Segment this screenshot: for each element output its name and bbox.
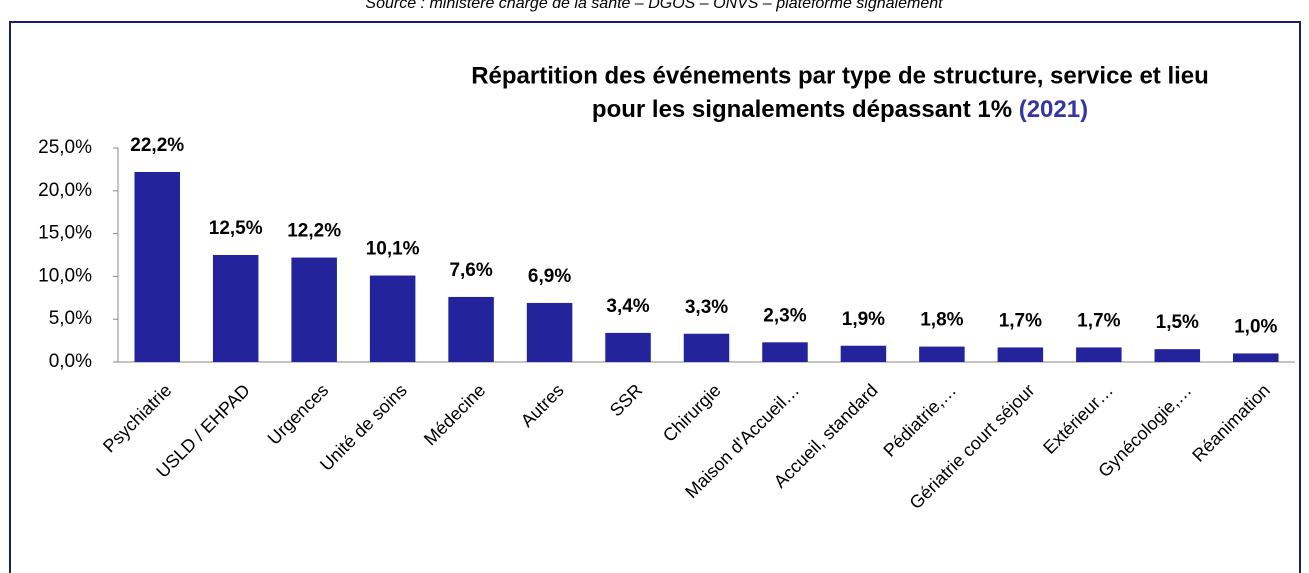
- x-tick-label: Extérieur…: [1039, 380, 1117, 458]
- x-tick-label: Pédiatrie,…: [879, 380, 960, 461]
- bar: [134, 171, 180, 362]
- value-label: 7,6%: [449, 260, 492, 281]
- y-tick-label: 0,0%: [49, 351, 92, 372]
- bar: [212, 255, 259, 362]
- x-tick-label: Réanimation: [1188, 380, 1274, 466]
- chart-title: Répartition des événements par type de s…: [471, 62, 1209, 89]
- frame: [9, 21, 1301, 573]
- bar: [1076, 347, 1122, 362]
- y-tick-label: 20,0%: [38, 180, 92, 201]
- value-label: 10,1%: [366, 239, 420, 260]
- value-label: 1,5%: [1156, 312, 1199, 333]
- value-label: 12,5%: [209, 218, 263, 239]
- value-label: 2,3%: [763, 305, 806, 326]
- bar: [762, 342, 808, 362]
- chart-title: pour les signalements dépassant 1% (2021…: [592, 96, 1088, 123]
- x-tick-label: SSR: [606, 380, 646, 420]
- y-tick-label: 25,0%: [38, 137, 92, 158]
- y-tick-label: 10,0%: [38, 265, 92, 286]
- value-label: 1,7%: [1077, 310, 1120, 331]
- y-tick-label: 15,0%: [38, 223, 92, 244]
- x-tick-label: Chirurgie: [659, 380, 725, 446]
- title-text: pour les signalements dépassant 1%: [592, 96, 1012, 123]
- x-tick-label: Urgences: [264, 380, 333, 449]
- x-tick-label: Psychiatrie: [99, 380, 175, 456]
- value-label: 22,2%: [130, 135, 184, 156]
- bar: [1233, 353, 1279, 362]
- bar: [526, 302, 573, 362]
- value-label: 1,7%: [999, 310, 1042, 331]
- y-tick-label: 5,0%: [49, 308, 92, 329]
- value-label: 3,3%: [685, 297, 728, 318]
- value-label: 6,9%: [528, 266, 571, 287]
- value-label: 12,2%: [287, 221, 341, 242]
- x-tick-label: Médecine: [420, 380, 489, 449]
- bar: [683, 333, 730, 362]
- value-label: 1,0%: [1234, 316, 1277, 337]
- bar: [919, 346, 965, 362]
- bar: [1154, 349, 1201, 362]
- value-label: 3,4%: [606, 296, 649, 317]
- bar: [369, 275, 416, 362]
- title-year: (2021): [1019, 96, 1088, 123]
- bar: [997, 347, 1044, 362]
- bar: [448, 296, 494, 362]
- value-label: 1,9%: [842, 309, 885, 330]
- source: Source : ministère chargé de la santé – …: [365, 0, 943, 12]
- bar: [840, 345, 887, 362]
- bar: [605, 332, 651, 362]
- x-tick-label: Autres: [517, 380, 568, 431]
- value-label: 1,8%: [920, 310, 963, 331]
- bar: [291, 257, 337, 362]
